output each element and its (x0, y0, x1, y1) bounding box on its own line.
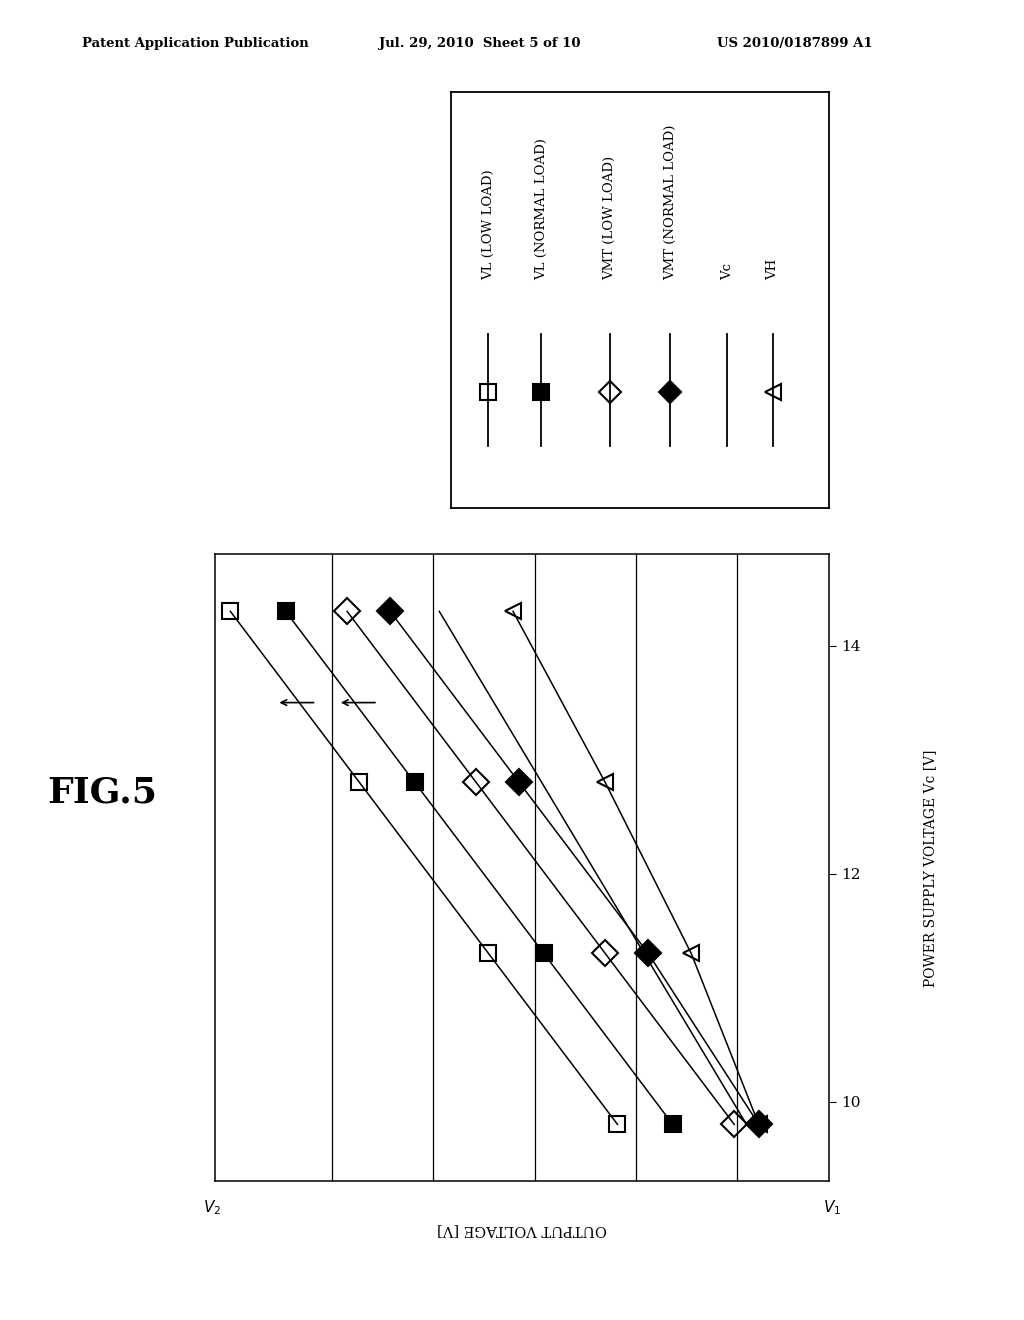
Text: VH: VH (766, 259, 779, 280)
Text: $V_2$: $V_2$ (203, 1199, 221, 1217)
Text: $V_1$: $V_1$ (823, 1199, 842, 1217)
Text: FIG.5: FIG.5 (47, 776, 158, 809)
Text: US 2010/0187899 A1: US 2010/0187899 A1 (717, 37, 872, 50)
Text: VMT (NORMAL LOAD): VMT (NORMAL LOAD) (664, 124, 677, 280)
Y-axis label: POWER SUPPLY VOLTAGE Vc [V]: POWER SUPPLY VOLTAGE Vc [V] (924, 750, 937, 986)
Text: OUTPUT VOLTAGE [V]: OUTPUT VOLTAGE [V] (437, 1224, 607, 1237)
Text: Jul. 29, 2010  Sheet 5 of 10: Jul. 29, 2010 Sheet 5 of 10 (379, 37, 581, 50)
Text: Vc: Vc (721, 263, 733, 280)
Text: VMT (LOW LOAD): VMT (LOW LOAD) (603, 156, 616, 280)
Text: Patent Application Publication: Patent Application Publication (82, 37, 308, 50)
Text: VL (LOW LOAD): VL (LOW LOAD) (482, 169, 495, 280)
Text: VL (NORMAL LOAD): VL (NORMAL LOAD) (535, 137, 548, 280)
